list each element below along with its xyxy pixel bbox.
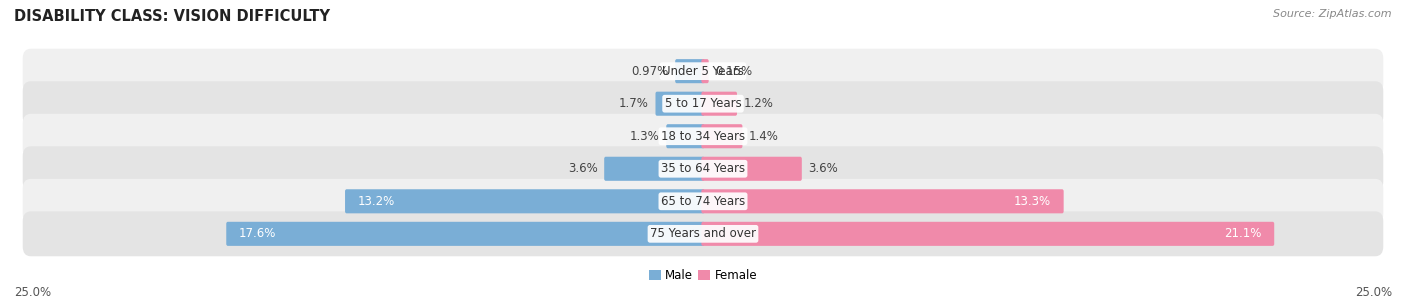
Text: 21.1%: 21.1% <box>1225 227 1261 240</box>
Text: 1.3%: 1.3% <box>630 130 659 143</box>
Text: 65 to 74 Years: 65 to 74 Years <box>661 195 745 208</box>
FancyBboxPatch shape <box>605 157 704 181</box>
Text: 35 to 64 Years: 35 to 64 Years <box>661 162 745 175</box>
FancyBboxPatch shape <box>22 211 1384 256</box>
Text: 0.97%: 0.97% <box>631 65 669 78</box>
Text: 3.6%: 3.6% <box>568 162 598 175</box>
FancyBboxPatch shape <box>655 92 704 116</box>
FancyBboxPatch shape <box>702 124 742 148</box>
Legend: Male, Female: Male, Female <box>644 265 762 287</box>
Text: 5 to 17 Years: 5 to 17 Years <box>665 97 741 110</box>
Text: 13.2%: 13.2% <box>357 195 395 208</box>
FancyBboxPatch shape <box>22 49 1384 94</box>
FancyBboxPatch shape <box>22 179 1384 224</box>
Text: 1.7%: 1.7% <box>619 97 650 110</box>
FancyBboxPatch shape <box>666 124 704 148</box>
Text: 25.0%: 25.0% <box>1355 286 1392 299</box>
FancyBboxPatch shape <box>226 222 704 246</box>
FancyBboxPatch shape <box>702 59 709 83</box>
FancyBboxPatch shape <box>702 222 1274 246</box>
Text: DISABILITY CLASS: VISION DIFFICULTY: DISABILITY CLASS: VISION DIFFICULTY <box>14 9 330 24</box>
Text: 17.6%: 17.6% <box>239 227 276 240</box>
Text: 1.4%: 1.4% <box>749 130 779 143</box>
FancyBboxPatch shape <box>22 146 1384 191</box>
Text: 1.2%: 1.2% <box>744 97 773 110</box>
Text: 0.15%: 0.15% <box>716 65 752 78</box>
Text: 13.3%: 13.3% <box>1014 195 1052 208</box>
Text: 25.0%: 25.0% <box>14 286 51 299</box>
Text: 18 to 34 Years: 18 to 34 Years <box>661 130 745 143</box>
Text: Under 5 Years: Under 5 Years <box>662 65 744 78</box>
Text: Source: ZipAtlas.com: Source: ZipAtlas.com <box>1274 9 1392 19</box>
Text: 75 Years and over: 75 Years and over <box>650 227 756 240</box>
FancyBboxPatch shape <box>702 92 737 116</box>
Text: 3.6%: 3.6% <box>808 162 838 175</box>
FancyBboxPatch shape <box>675 59 704 83</box>
FancyBboxPatch shape <box>702 189 1064 213</box>
FancyBboxPatch shape <box>22 81 1384 126</box>
FancyBboxPatch shape <box>702 157 801 181</box>
FancyBboxPatch shape <box>22 114 1384 159</box>
FancyBboxPatch shape <box>344 189 704 213</box>
